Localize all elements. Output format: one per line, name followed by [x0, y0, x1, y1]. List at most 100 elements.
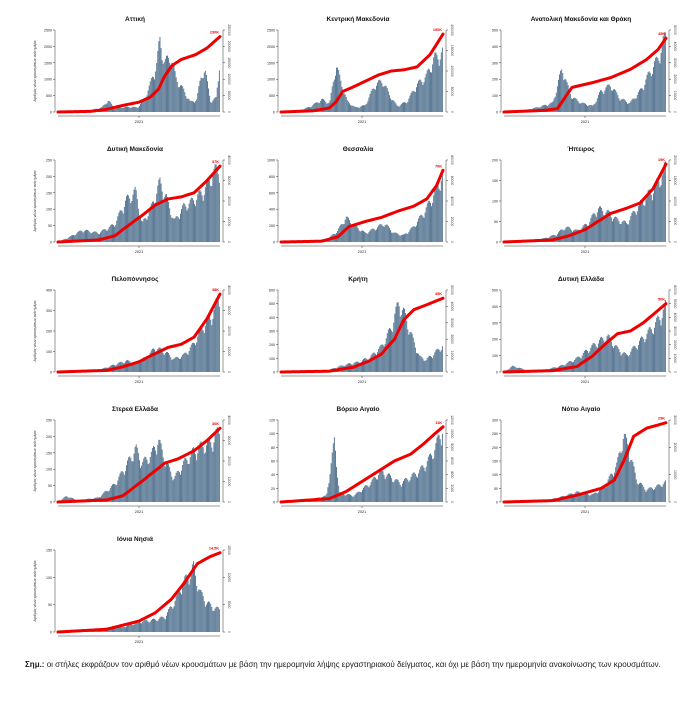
daily-cases-bar	[149, 206, 151, 242]
daily-cases-bar	[623, 220, 625, 242]
daily-cases-bar	[329, 474, 331, 502]
daily-cases-bar	[412, 337, 414, 372]
daily-cases-bar	[92, 232, 94, 242]
daily-cases-bar	[419, 355, 421, 372]
daily-cases-bar	[662, 309, 664, 372]
daily-cases-bar	[376, 355, 377, 372]
daily-cases-bar	[595, 101, 597, 112]
chart-svg: 0100200300400500600010000200003000040000…	[269, 285, 454, 384]
daily-cases-bar	[399, 316, 401, 372]
daily-cases-bar	[373, 476, 375, 502]
daily-cases-bar	[386, 224, 388, 242]
daily-cases-bar	[619, 224, 621, 242]
daily-cases-bar	[664, 32, 666, 112]
daily-cases-bar	[605, 487, 607, 502]
daily-cases-bar	[404, 102, 406, 112]
daily-cases-bar	[369, 230, 371, 242]
daily-cases-bar	[541, 105, 543, 112]
daily-cases-bar	[378, 348, 380, 372]
daily-cases-bar	[403, 480, 404, 502]
daily-cases-bar	[139, 216, 140, 242]
chart-title: Πελοπόννησος	[111, 276, 159, 283]
daily-cases-bar	[116, 628, 118, 632]
daily-cases-bar	[426, 203, 428, 242]
daily-cases-bar	[137, 107, 139, 112]
daily-cases-bar	[596, 493, 598, 502]
daily-cases-bar	[216, 87, 218, 112]
daily-cases-bar	[592, 343, 594, 372]
daily-cases-bar	[197, 453, 199, 502]
chart-panel: Αττική 0 500 1000 1500 2000 2500 0 50000 100000 15…	[28, 16, 242, 132]
daily-cases-bar	[156, 454, 158, 502]
daily-cases-bar	[617, 95, 619, 112]
daily-cases-bar	[129, 624, 131, 632]
daily-cases-bar	[632, 461, 634, 502]
daily-cases-bar	[391, 100, 393, 112]
chart-title: Βόρειο Αιγαίο	[336, 406, 380, 413]
daily-cases-bar	[200, 191, 202, 242]
daily-cases-bar	[124, 106, 126, 112]
daily-cases-bar	[136, 107, 138, 112]
daily-cases-bar	[178, 87, 180, 112]
daily-cases-bar	[581, 227, 583, 242]
daily-cases-bar	[209, 315, 211, 372]
daily-cases-bar	[360, 106, 362, 112]
daily-cases-bar	[417, 221, 418, 242]
daily-cases-bar	[108, 490, 110, 502]
daily-cases-bar	[588, 225, 590, 242]
daily-cases-bar	[371, 228, 373, 242]
daily-cases-bar	[441, 433, 443, 502]
daily-cases-bar	[126, 196, 127, 242]
daily-cases-bar	[126, 626, 127, 632]
daily-cases-bar	[644, 342, 646, 372]
daily-cases-bar	[122, 472, 124, 502]
daily-cases-bar	[587, 106, 589, 112]
daily-cases-bar	[204, 325, 206, 372]
right-y-tick-label: 12000	[450, 415, 454, 425]
cumulative-cases-line	[502, 302, 668, 374]
daily-cases-bar	[411, 91, 413, 112]
daily-cases-bar	[157, 348, 159, 372]
daily-cases-bar	[628, 452, 630, 502]
daily-cases-bar	[208, 88, 210, 112]
daily-cases-bar	[392, 332, 394, 372]
cumulative-end-label: 37K	[212, 160, 219, 164]
daily-cases-bar	[559, 230, 560, 242]
daily-cases-bar	[431, 455, 433, 502]
daily-cases-bar	[121, 211, 123, 242]
daily-cases-bar	[351, 105, 353, 112]
daily-cases-bar	[376, 85, 377, 112]
daily-cases-bar	[600, 337, 602, 372]
daily-cases-bar	[435, 52, 437, 112]
daily-cases-bar	[440, 52, 442, 112]
daily-cases-bar	[660, 185, 662, 242]
daily-cases-bar	[394, 232, 396, 242]
daily-cases-bar	[641, 88, 643, 112]
daily-cases-bar	[550, 102, 552, 112]
daily-cases-bar	[555, 92, 557, 112]
daily-cases-bar	[128, 624, 130, 632]
daily-cases-bar	[91, 233, 93, 242]
chart-svg: 0200400600800100002000040000600008000020…	[267, 155, 454, 254]
daily-cases-bar	[381, 344, 383, 372]
daily-cases-bar	[664, 299, 666, 372]
daily-cases-bar	[119, 210, 121, 242]
daily-cases-bar	[589, 351, 591, 372]
y-tick-label: 0	[50, 501, 52, 505]
daily-cases-bar	[67, 497, 69, 502]
daily-cases-bar	[578, 491, 580, 502]
daily-cases-bar	[580, 229, 582, 242]
daily-cases-bar	[195, 345, 197, 372]
daily-cases-bar	[649, 327, 651, 372]
daily-cases-bar	[120, 626, 122, 632]
daily-cases-bar	[363, 358, 364, 372]
right-y-tick-label: 2000	[450, 485, 454, 493]
daily-cases-bar	[633, 210, 635, 242]
right-y-tick-label: 0	[227, 111, 231, 113]
right-y-tick-label: 250000	[227, 24, 231, 35]
daily-cases-bar	[398, 482, 400, 502]
daily-cases-bar	[379, 79, 381, 112]
daily-cases-bar	[214, 434, 216, 502]
daily-cases-bar	[406, 103, 408, 112]
daily-cases-bar	[126, 465, 127, 502]
